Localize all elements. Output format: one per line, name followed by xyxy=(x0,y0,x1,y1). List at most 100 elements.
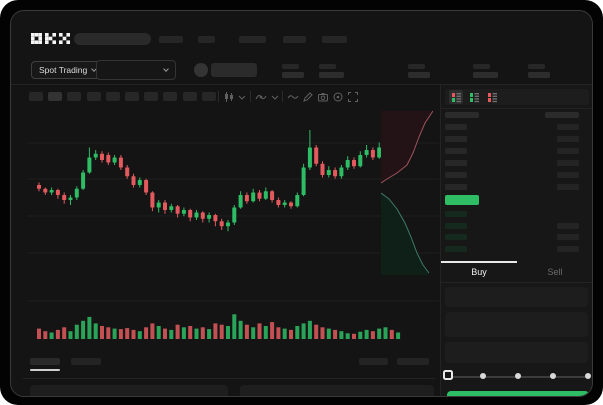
depth-bid-line xyxy=(380,192,430,274)
timeframe-button-3[interactable] xyxy=(67,92,82,101)
candle-body xyxy=(270,191,275,200)
candle-body xyxy=(194,212,199,218)
stat-label xyxy=(408,64,425,69)
camera-icon[interactable] xyxy=(317,91,329,103)
order-price-field[interactable] xyxy=(445,287,588,307)
stat-label xyxy=(473,64,490,69)
line-tool-icon[interactable] xyxy=(287,91,299,103)
candle-body xyxy=(289,202,293,207)
nav-item-1[interactable] xyxy=(159,36,183,43)
volume-bar xyxy=(118,329,123,339)
volume-bar xyxy=(156,326,161,339)
tab-buy[interactable]: Buy xyxy=(471,267,487,277)
candle-body xyxy=(251,192,256,202)
timeframe-button-5[interactable] xyxy=(105,92,120,101)
bid-amount xyxy=(557,234,579,240)
chart-bottom-action-1[interactable] xyxy=(359,358,388,365)
candle-body xyxy=(43,188,48,193)
buy-submit-button[interactable] xyxy=(447,391,589,396)
candle-body xyxy=(326,170,331,175)
fullscreen-icon[interactable] xyxy=(347,91,359,103)
timeframe-button-9[interactable] xyxy=(182,92,197,101)
slider-handle[interactable] xyxy=(443,370,453,380)
ask-price[interactable] xyxy=(445,124,467,130)
search-input[interactable] xyxy=(74,33,151,45)
ask-price[interactable] xyxy=(445,148,467,154)
slider-step-2[interactable] xyxy=(515,373,521,379)
market-type-dropdown[interactable]: Spot Trading xyxy=(31,61,105,79)
depth-chart xyxy=(380,110,433,275)
settings-icon[interactable] xyxy=(332,91,344,103)
tab-sell[interactable]: Sell xyxy=(547,267,563,277)
ask-price[interactable] xyxy=(445,160,467,166)
last-price-chip[interactable] xyxy=(211,63,257,77)
timeframe-button-10[interactable] xyxy=(201,92,216,101)
chart-bottom-action-2[interactable] xyxy=(397,358,429,365)
candle-body xyxy=(74,188,79,198)
tabs-divider xyxy=(441,282,592,283)
volume-bar xyxy=(81,320,86,339)
chart-bottom-tab-1[interactable] xyxy=(30,358,60,365)
volume-bar xyxy=(207,329,212,339)
book-asks-icon[interactable] xyxy=(485,90,499,104)
candle-body xyxy=(87,157,92,173)
volume-bar xyxy=(244,324,249,339)
candle-style-icon[interactable] xyxy=(223,91,235,103)
panel-divider xyxy=(440,85,441,396)
timeframe-button-2[interactable] xyxy=(48,92,63,101)
chart-bottom-tab-2[interactable] xyxy=(71,358,101,365)
nav-item-2[interactable] xyxy=(198,36,215,43)
volume-bar xyxy=(200,327,205,339)
book-both-icon[interactable] xyxy=(449,90,463,104)
volume-bar xyxy=(270,322,275,339)
ask-price[interactable] xyxy=(445,172,467,178)
bid-price[interactable] xyxy=(445,234,467,240)
volume-bar xyxy=(339,331,344,339)
order-total-field[interactable] xyxy=(445,342,588,363)
candle-body xyxy=(188,210,193,218)
candle-body xyxy=(93,153,98,158)
timeframe-button-7[interactable] xyxy=(144,92,159,101)
last-price-badge[interactable] xyxy=(445,195,479,205)
stat-label xyxy=(282,64,299,69)
avatar[interactable] xyxy=(194,63,208,77)
ask-price[interactable] xyxy=(445,184,467,190)
caret-down-icon[interactable] xyxy=(236,91,248,103)
volume-bar xyxy=(213,323,218,339)
volume-bar xyxy=(345,333,350,339)
book-bids-icon[interactable] xyxy=(467,90,481,104)
candle-body xyxy=(49,190,54,193)
timeframe-button-6[interactable] xyxy=(125,92,139,101)
timeframe-button-4[interactable] xyxy=(86,92,101,101)
volume-bar xyxy=(389,329,394,339)
order-book-panel: Buy Sell xyxy=(441,85,592,396)
candle-body xyxy=(307,147,312,168)
volume-bar xyxy=(295,326,300,339)
pair-selector-dropdown[interactable] xyxy=(96,60,176,80)
slider-step-1[interactable] xyxy=(480,373,486,379)
volume-bar xyxy=(370,331,375,339)
ask-price[interactable] xyxy=(445,136,467,142)
volume-bar xyxy=(194,328,199,339)
bid-price[interactable] xyxy=(445,222,467,229)
bid-price[interactable] xyxy=(445,211,467,217)
slider-step-3[interactable] xyxy=(550,373,556,379)
okx-logo-icon xyxy=(31,33,70,44)
nav-item-4[interactable] xyxy=(283,36,306,43)
caret-down-icon[interactable] xyxy=(269,91,281,103)
timeframe-button-1[interactable] xyxy=(29,92,43,101)
ask-amount xyxy=(557,148,579,154)
nav-item-5[interactable] xyxy=(322,36,347,43)
nav-item-3[interactable] xyxy=(239,36,266,43)
order-amount-field[interactable] xyxy=(445,312,588,337)
volume-bar xyxy=(282,328,287,339)
draw-icon[interactable] xyxy=(302,91,314,103)
timeframe-button-8[interactable] xyxy=(163,92,178,101)
indicators-icon[interactable] xyxy=(255,91,267,103)
bid-price[interactable] xyxy=(445,245,467,252)
ticker-stat-3 xyxy=(408,64,438,80)
slider-step-4[interactable] xyxy=(585,373,591,379)
stat-label xyxy=(528,64,545,69)
orderbook-col-price xyxy=(445,112,479,118)
